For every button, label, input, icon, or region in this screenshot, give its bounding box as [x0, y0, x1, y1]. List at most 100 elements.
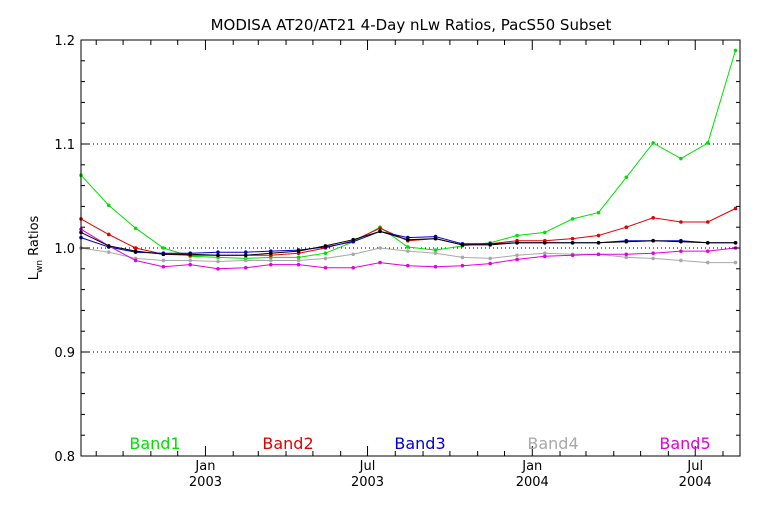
- series-band1-point: [433, 248, 438, 252]
- series-band1-point: [679, 156, 683, 161]
- series-black-point: [243, 253, 248, 258]
- series-black-point: [323, 244, 328, 248]
- y-axis-label: Lwn Ratios: [27, 215, 45, 280]
- series-band1-line: [80, 50, 736, 259]
- series-black-point: [543, 241, 547, 245]
- series-band4-point: [243, 258, 248, 263]
- series-black-point: [624, 239, 629, 244]
- series-band1-point: [570, 217, 575, 221]
- series-band2-point: [679, 220, 683, 224]
- series-band4-point: [351, 252, 355, 257]
- x-tick-label-month: Jul: [686, 459, 703, 474]
- series-band5-point: [624, 252, 629, 257]
- y-axis: 0.8 0.9 1.0 1.1 1.2: [54, 34, 740, 465]
- series-black-point: [351, 237, 355, 242]
- series-band4-point: [378, 246, 382, 250]
- chart-title: MODISA AT20/AT21 4-Day nLw Ratios, PacS5…: [211, 16, 612, 34]
- x-tick-label-year: 2004: [679, 475, 712, 490]
- x-tick-label-month: Jan: [521, 459, 542, 474]
- series-band5-point: [433, 264, 438, 269]
- series-band4-point: [679, 258, 683, 263]
- series-black-point: [106, 244, 111, 248]
- series-black-point: [133, 249, 138, 253]
- series-black-point: [378, 229, 382, 234]
- series-band5-point: [651, 251, 655, 255]
- series-band4-point: [269, 258, 273, 263]
- series-black-point: [460, 243, 465, 247]
- series-band1-point: [515, 233, 519, 238]
- series-band1-point: [106, 203, 111, 208]
- series-black-point: [188, 252, 193, 257]
- series-band1-point: [133, 226, 138, 231]
- series-band4-point: [543, 251, 547, 255]
- legend-band2: Band2: [262, 434, 313, 453]
- series-band5-point: [378, 260, 382, 265]
- series-black-point: [733, 241, 738, 245]
- series-black-point: [705, 241, 710, 245]
- series-band4-point: [488, 256, 492, 261]
- series-band5-point: [543, 254, 547, 259]
- series-black-point: [216, 253, 220, 258]
- series-band1-point: [543, 230, 547, 235]
- series-band3-point: [216, 250, 220, 254]
- x-tick-label-year: 2003: [189, 475, 222, 490]
- y-tick-label: 1.2: [54, 34, 75, 49]
- series-band5-point: [216, 267, 220, 271]
- y-tick-label: 1.0: [54, 242, 75, 257]
- series-band5-point: [351, 265, 355, 270]
- series-black-point: [406, 237, 410, 242]
- series-lines: [79, 48, 738, 271]
- legend-band4: Band4: [527, 434, 578, 453]
- series-band5-point: [243, 265, 248, 270]
- x-tick-label-month: Jul: [359, 459, 376, 474]
- series-band1-point: [624, 175, 629, 180]
- y-tick-label: 0.9: [54, 346, 75, 361]
- legend-band3: Band3: [394, 434, 445, 453]
- series-black-point: [515, 241, 519, 245]
- series-band4-point: [161, 258, 166, 263]
- series-band1-point: [161, 246, 166, 250]
- series-band4-point: [216, 259, 220, 264]
- series-band5-point: [269, 262, 273, 267]
- y-tick-label: 0.8: [54, 450, 75, 465]
- series-band4-point: [651, 256, 655, 261]
- series-band4-point: [433, 251, 438, 255]
- series-band2-point: [624, 225, 629, 229]
- legend-band5: Band5: [659, 434, 710, 453]
- series-band4-point: [460, 255, 465, 260]
- series-band4-point: [515, 253, 519, 258]
- series-band5-point: [515, 257, 519, 262]
- series-band4-point: [188, 258, 193, 263]
- x-tick-label-year: 2004: [516, 475, 549, 490]
- series-black-point: [651, 238, 655, 243]
- series-band1-point: [705, 141, 710, 145]
- series-band4-point: [106, 250, 111, 254]
- series-band3-point: [243, 250, 248, 254]
- series-band5-point: [596, 252, 601, 257]
- series-black-point: [570, 241, 575, 245]
- series-band5-point: [705, 249, 710, 253]
- series-black-point: [296, 249, 301, 253]
- series-band5-point: [406, 263, 410, 268]
- series-band2-point: [596, 233, 601, 238]
- legend: Band1 Band2 Band3 Band4 Band5: [129, 434, 710, 453]
- series-band5-point: [679, 249, 683, 253]
- series-band5-point: [133, 258, 138, 263]
- series-black-point: [433, 236, 438, 241]
- series-band2-point: [570, 236, 575, 241]
- series-black-point: [596, 241, 601, 245]
- series-black-point: [488, 243, 492, 247]
- legend-band1: Band1: [129, 434, 180, 453]
- series-band1-point: [733, 48, 738, 53]
- series-band1-point: [406, 245, 410, 249]
- series-band5-point: [188, 262, 193, 267]
- series-black-point: [679, 239, 683, 244]
- series-band2-point: [378, 226, 382, 231]
- series-band5-line: [80, 228, 736, 270]
- series-band1-point: [323, 251, 328, 255]
- series-band4-point: [296, 258, 301, 263]
- series-band1-point: [296, 255, 301, 260]
- series-band5-point: [296, 262, 301, 267]
